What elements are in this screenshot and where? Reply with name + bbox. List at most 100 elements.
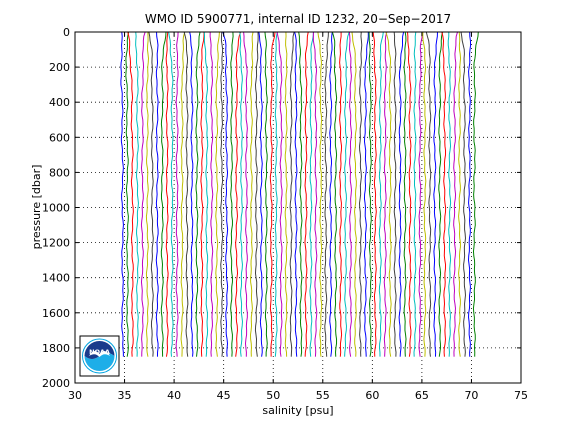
salinity-profile <box>276 32 283 357</box>
salinity-profile <box>441 32 447 357</box>
salinity-profile <box>230 32 234 357</box>
x-tick-label: 65 <box>415 389 429 402</box>
salinity-profile <box>160 32 167 357</box>
y-tick-label: 2000 <box>42 377 70 390</box>
salinity-profile <box>165 32 169 357</box>
y-tick-label: 1600 <box>42 307 70 320</box>
salinity-profile <box>467 32 472 357</box>
salinity-profile <box>140 32 146 357</box>
salinity-profile <box>127 32 134 357</box>
salinity-profile <box>294 32 298 357</box>
x-tick-labels: 30 35 40 45 50 55 60 65 70 75 <box>68 389 528 402</box>
salinity-profile <box>407 32 412 357</box>
salinity-profile <box>274 32 278 357</box>
noaa-logo: NOAA <box>79 335 120 377</box>
salinity-profile <box>344 32 350 357</box>
salinity-profile <box>458 32 462 357</box>
x-tick-label: 55 <box>316 389 330 402</box>
salinity-profile <box>368 32 372 357</box>
y-tick-labels: 0 200 400 600 800 1000 1200 1400 1600 1800 2000 <box>42 26 70 390</box>
salinity-profile <box>235 32 242 357</box>
x-axis-label: salinity [psu] <box>262 404 333 417</box>
salinity-profile <box>438 32 444 357</box>
salinity-profile <box>222 32 229 357</box>
x-tick-label: 45 <box>217 389 231 402</box>
salinity-profile <box>329 32 333 357</box>
salinity-profile <box>317 32 323 357</box>
salinity-profile <box>215 32 220 357</box>
salinity-profile <box>472 32 479 357</box>
salinity-profile <box>284 32 288 357</box>
x-tick-label: 60 <box>365 389 379 402</box>
axis-ticks <box>74 31 522 384</box>
y-tick-label: 800 <box>49 166 70 179</box>
y-tick-label: 0 <box>63 26 70 39</box>
salinity-profile <box>239 32 243 357</box>
salinity-profile <box>135 32 139 357</box>
salinity-profile <box>383 32 388 357</box>
salinity-profile <box>418 32 424 357</box>
y-tick-label: 400 <box>49 96 70 109</box>
y-tick-label: 1400 <box>42 272 70 285</box>
y-tick-label: 1800 <box>42 342 70 355</box>
salinity-profile <box>183 32 189 357</box>
salinity-profile <box>393 32 397 357</box>
salinity-profile <box>385 32 392 357</box>
salinity-profile <box>298 32 303 357</box>
salinity-profile <box>398 32 405 357</box>
x-tick-label: 70 <box>464 389 478 402</box>
salinity-profile <box>312 32 318 357</box>
x-tick-label: 35 <box>118 389 132 402</box>
salinity-profile <box>425 32 432 357</box>
plot-area <box>75 32 521 383</box>
salinity-profile <box>125 32 130 357</box>
salinity-profile <box>155 32 159 357</box>
y-tick-label: 200 <box>49 61 70 74</box>
salinity-profile <box>249 32 254 357</box>
salinity-profile <box>348 32 353 357</box>
salinity-profile <box>264 32 268 357</box>
salinity-profile <box>189 32 194 357</box>
salinity-profile <box>309 32 315 357</box>
salinity-profile <box>220 32 224 357</box>
salinity-profile <box>363 32 369 357</box>
salinity-profile <box>422 32 427 357</box>
salinity-profile <box>120 32 124 357</box>
x-tick-label: 75 <box>514 389 528 402</box>
chart-title: WMO ID 5900771, internal ID 1232, 20−Sep… <box>145 12 451 26</box>
salinity-profile <box>175 32 179 357</box>
salinity-profile <box>453 32 459 357</box>
salinity-profile <box>258 32 263 357</box>
salinity-profile <box>180 32 186 357</box>
salinity-profile <box>447 32 452 357</box>
salinity-profile <box>243 32 248 357</box>
salinity-profile <box>358 32 363 357</box>
salinity-profile <box>200 32 205 357</box>
salinity-profile <box>254 32 259 357</box>
salinity-profile <box>331 32 338 357</box>
salinity-profile <box>289 32 295 357</box>
salinity-profile <box>372 32 377 357</box>
salinity-profile <box>433 32 438 357</box>
logo-gull <box>89 350 110 357</box>
x-tick-label: 30 <box>68 389 82 402</box>
profile-lines <box>120 32 479 357</box>
grid-lines <box>75 32 521 383</box>
y-tick-label: 600 <box>49 131 70 144</box>
salinity-profile <box>145 32 150 357</box>
salinity-profile <box>195 32 201 357</box>
salinity-profile <box>351 32 357 357</box>
salinity-profile <box>403 32 407 357</box>
y-tick-label: 1000 <box>42 202 70 215</box>
y-axis-label: pressure [dbar] <box>30 165 43 250</box>
x-tick-label: 50 <box>266 389 280 402</box>
logo-wave <box>84 353 115 371</box>
salinity-profile <box>460 32 466 357</box>
salinity-profile <box>148 32 154 357</box>
salinity-profile <box>304 32 309 357</box>
salinity-profile <box>413 32 417 357</box>
logo-text: NOAA <box>89 348 110 356</box>
salinity-profile <box>378 32 384 357</box>
salinity-profile <box>168 32 174 357</box>
